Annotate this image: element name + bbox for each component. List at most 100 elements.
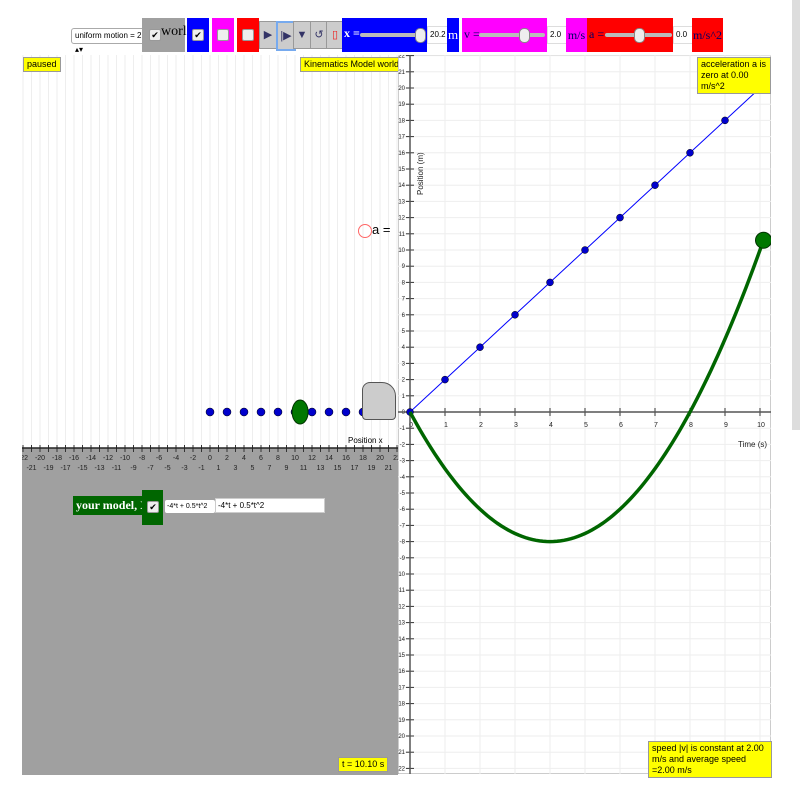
world-tick-label: 18 <box>359 455 367 462</box>
motion-select-value: uniform motion = 2 <box>75 31 142 40</box>
y-tick-label: -3 <box>400 459 406 465</box>
x-slider[interactable] <box>360 28 426 43</box>
position-point <box>441 375 449 384</box>
v-slider-knob[interactable] <box>518 28 530 43</box>
world-tick-label: 21 <box>385 465 393 472</box>
world-tick-label: 2 <box>225 455 229 462</box>
time-label: t = 10.10 s <box>338 757 389 772</box>
x-tick-label: 3 <box>514 422 518 429</box>
world-tick-label: -14 <box>86 455 96 462</box>
y-tick-label: 18 <box>398 118 405 124</box>
position-time-graph[interactable]: -22-21-20-19-18-17-16-15-14-13-12-11-10-… <box>398 55 771 774</box>
x-checkbox[interactable]: ✔ <box>192 29 204 41</box>
world-tick-label: -21 <box>26 465 36 472</box>
position-point <box>546 278 554 287</box>
v-trace-toggle[interactable] <box>212 18 234 52</box>
a-slider[interactable] <box>605 28 672 43</box>
world-tick-label: 0 <box>208 455 212 462</box>
status-label: paused <box>23 57 61 72</box>
v-value-field[interactable]: 2.0 <box>547 26 567 44</box>
y-tick-label: -16 <box>398 669 406 675</box>
y-tick-label: 22 <box>398 55 405 60</box>
position-point <box>721 116 729 125</box>
world-tick-label: -7 <box>147 465 153 472</box>
model-current-point <box>755 231 771 249</box>
y-tick-label: -18 <box>398 702 406 708</box>
x-tick-label: 2 <box>479 422 483 429</box>
position-point <box>686 149 694 157</box>
position-dot <box>256 407 266 417</box>
car-icon[interactable] <box>362 382 396 420</box>
world-tick-label: 22 <box>393 455 398 462</box>
y-tick-label: 17 <box>398 135 405 141</box>
y-tick-label: -2 <box>400 442 406 448</box>
y-tick-label: 8 <box>402 280 406 286</box>
world-tick-label: -10 <box>120 455 130 462</box>
world-tick-label: -18 <box>52 455 62 462</box>
world-tick-label: 17 <box>351 465 359 472</box>
world-view[interactable]: -22-21-20-19-18-17-16-15-14-13-12-11-10-… <box>22 55 398 775</box>
world-tick-label: 6 <box>259 455 263 462</box>
y-tick-label: -1 <box>400 426 406 432</box>
y-tick-label: -7 <box>400 523 406 529</box>
x-label: x = <box>344 26 360 40</box>
x-axis-label: Time (s) <box>738 440 767 449</box>
crosshair-icon <box>358 223 372 238</box>
y-tick-label: -21 <box>398 750 406 756</box>
y-tick-label: 12 <box>398 216 405 222</box>
y-tick-label: -5 <box>400 491 406 497</box>
y-axis-label: Position (m) <box>416 152 425 195</box>
car-label: Position x <box>348 436 383 445</box>
world-tick-label: -16 <box>69 455 79 462</box>
a-slider-knob[interactable] <box>634 28 645 43</box>
position-line <box>409 84 764 413</box>
y-tick-label: 5 <box>402 329 406 335</box>
world-tick-label: 11 <box>300 465 307 472</box>
world-tick-label: 19 <box>368 465 376 472</box>
scrollbar[interactable] <box>792 0 800 430</box>
position-dot <box>205 407 215 417</box>
acceleration-note: acceleration a is zero at 0.00 m/s^2 <box>697 57 771 94</box>
v-slider[interactable] <box>479 28 545 43</box>
world-tick-label: -5 <box>164 465 170 472</box>
motion-select[interactable]: uniform motion = 2 ▴▾ <box>71 28 146 54</box>
y-tick-label: 1 <box>402 394 406 400</box>
a-value-field[interactable]: 0.0 <box>673 26 693 44</box>
world-tick-label: -17 <box>60 465 70 472</box>
position-dot <box>239 407 249 417</box>
model-checkbox[interactable]: ✔ <box>147 501 159 513</box>
world-tick-label: 7 <box>268 465 272 472</box>
world-tick-label: -3 <box>181 465 187 472</box>
world-tick-label: -22 <box>22 455 28 462</box>
a-checkbox[interactable] <box>242 29 254 41</box>
y-tick-label: -15 <box>398 653 406 659</box>
world-toggle[interactable]: ✔ world <box>142 18 194 52</box>
play-button[interactable]: ▶ <box>259 21 277 49</box>
model-toggle[interactable]: ✔ <box>142 490 163 525</box>
model-input[interactable] <box>215 498 325 513</box>
model-ball <box>291 399 309 425</box>
y-tick-label: 2 <box>402 378 406 384</box>
x-tick-label: 9 <box>724 422 728 429</box>
model-select[interactable]: -4*t + 0.5*t^2 <box>165 500 215 513</box>
v-checkbox[interactable] <box>217 29 229 41</box>
y-tick-label: -14 <box>398 637 406 643</box>
y-tick-label: 21 <box>398 70 405 76</box>
model-select-value: -4*t + 0.5*t^2 <box>167 503 208 510</box>
stop-button[interactable]: ▯ <box>326 21 344 49</box>
world-tick-label: -13 <box>94 465 104 472</box>
world-checkbox[interactable]: ✔ <box>149 29 161 41</box>
x-tick-label: 1 <box>444 422 448 429</box>
position-dot <box>307 407 317 417</box>
x-trace-toggle[interactable]: ✔ <box>187 18 209 52</box>
world-tick-label: 14 <box>325 455 333 462</box>
x-value-field[interactable]: 20.2 <box>427 26 449 44</box>
y-tick-label: 4 <box>402 345 406 351</box>
y-tick-label: 11 <box>399 232 406 238</box>
x-slider-knob[interactable] <box>414 28 426 43</box>
a-marker-label: a = <box>372 222 391 237</box>
world-tick-label: -1 <box>198 465 204 472</box>
step-back-icon[interactable]: ▼ <box>293 21 311 49</box>
a-trace-toggle[interactable] <box>237 18 259 52</box>
x-unit: m <box>447 18 459 52</box>
